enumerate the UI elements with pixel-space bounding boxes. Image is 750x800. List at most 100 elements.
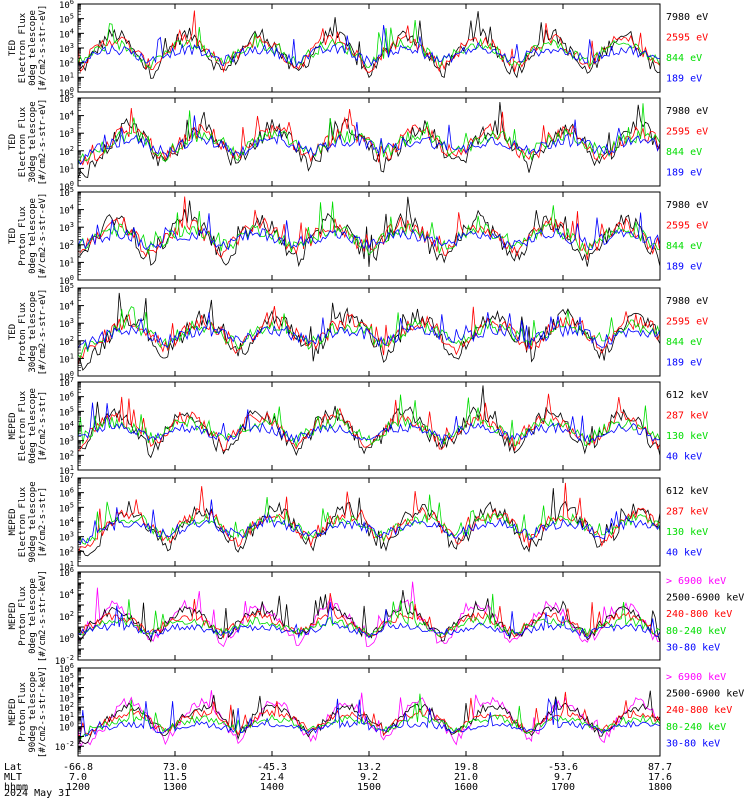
- legend-entry: 2595 eV: [666, 126, 708, 137]
- x-axis-annotations: Lat -66.8 73.0 -45.3 13.2 19.8 -53.6 87.7 MLT 7.0…: [4, 762, 672, 799]
- y-axis-label-line: 90deg telescope: [28, 671, 38, 752]
- y-axis-label-line: [#/cm2-s-str-eV]: [38, 5, 48, 92]
- y-axis-label-line: Electron Flux: [18, 12, 28, 83]
- legend-entry: 80-240 keV: [666, 722, 726, 733]
- y-tick-label: 101: [59, 162, 74, 175]
- y-tick-label: 102: [59, 701, 74, 714]
- y-tick-label: 102: [59, 610, 74, 623]
- y-tick-label: 105: [59, 501, 74, 514]
- legend-entry: 2595 eV: [666, 316, 708, 327]
- legend-entry: 844 eV: [666, 337, 702, 348]
- y-axis-label-line: MEPED: [8, 412, 18, 439]
- series-trace-6-1: [77, 488, 661, 557]
- x-tick-label: 73.0: [163, 762, 187, 773]
- y-tick-label: 105: [59, 186, 74, 199]
- x-tick-label: 7.0: [69, 772, 87, 783]
- legend-entry: 844 eV: [666, 53, 702, 64]
- series-trace-4-3: [77, 306, 661, 359]
- y-tick-label: 102: [59, 239, 74, 252]
- y-tick-label: 100: [59, 180, 74, 193]
- legend-entry: 240-800 keV: [666, 705, 732, 716]
- legend-entry: 612 keV: [666, 390, 708, 401]
- x-tick-label: 1500: [357, 782, 381, 793]
- series-trace-3-1: [77, 196, 661, 268]
- legend-entry: 130 keV: [666, 431, 708, 442]
- x-tick-label: 1400: [260, 782, 284, 793]
- legend-entry: 189 eV: [666, 73, 702, 84]
- legend-entry: 7980 eV: [666, 106, 708, 117]
- y-axis-label-line: [#/cm2-s-str-keV]: [38, 570, 48, 662]
- y-tick-label: 106: [59, 487, 74, 500]
- date-label: 2024 May 31: [4, 788, 70, 799]
- y-tick-label: 10-2: [55, 654, 74, 667]
- y-axis-label-line: [#/cm2-s-str-eV]: [38, 193, 48, 280]
- y-tick-label: 105: [59, 405, 74, 418]
- series-trace-4-4: [77, 312, 661, 351]
- y-tick-label: 104: [59, 110, 74, 123]
- y-tick-label: 104: [59, 300, 74, 313]
- legend-entry: 130 keV: [666, 527, 708, 538]
- y-tick-label: 107: [59, 376, 74, 389]
- y-tick-label: 102: [59, 57, 74, 70]
- panel-2: 100 101 102 103 104 105 TED Electron Flux 30deg …: [8, 92, 708, 193]
- series-trace-1-3: [77, 20, 661, 70]
- legend-entry: 287 keV: [666, 506, 708, 517]
- y-tick-label: 101: [59, 560, 74, 573]
- y-axis-label-line: 90deg telescope: [28, 481, 38, 562]
- y-axis-label-line: [#/cm2-s-str-keV]: [38, 666, 48, 758]
- y-axis-label-line: 0deg telescope: [28, 10, 38, 86]
- y-tick-label: 107: [59, 472, 74, 485]
- y-tick-label: 103: [59, 42, 74, 55]
- legend-entry: 287 keV: [666, 410, 708, 421]
- y-tick-label: 100: [59, 86, 74, 99]
- y-axis-label: MEPED Electron Flux 0deg telescope [#/cm2-s…: [8, 388, 48, 464]
- legend-entry: 40 keV: [666, 547, 702, 558]
- series-trace-5-2: [77, 393, 661, 452]
- series-trace-1-4: [77, 24, 660, 69]
- series-trace-8-5: [77, 697, 661, 739]
- legend-entry: > 6900 keV: [666, 576, 726, 587]
- legend-entry: 40 keV: [666, 451, 702, 462]
- x-row-label: hhmm: [4, 782, 28, 793]
- y-axis-label-line: [#/cm2-s-str-eV]: [38, 99, 48, 186]
- y-axis-label: MEPED Proton Flux 90deg telescope [#/cm2-s-…: [8, 666, 48, 758]
- series-trace-3-2: [77, 196, 661, 260]
- y-tick-label: 106: [59, 662, 74, 675]
- y-tick-label: 106: [59, 566, 74, 579]
- y-tick-label: 101: [59, 71, 74, 84]
- y-axis-label: TED Electron Flux 0deg telescope [#/cm2-s-s…: [8, 5, 48, 92]
- y-axis-label-line: Electron Flux: [18, 390, 28, 461]
- y-tick-label: 10-2: [55, 740, 74, 753]
- y-axis-label-line: [#/cm2-s-str-eV]: [38, 289, 48, 376]
- x-tick-label: 17.6: [648, 772, 672, 783]
- y-axis-label-line: [#/cm2-s-str]: [38, 391, 48, 461]
- y-axis-label-line: MEPED: [8, 698, 18, 725]
- series-trace-7-5: [77, 602, 661, 639]
- y-tick-label: 106: [59, 391, 74, 404]
- y-tick-label: 105: [59, 282, 74, 295]
- y-axis-label: TED Electron Flux 30deg telescope [#/cm2-s-…: [8, 99, 48, 186]
- x-tick-label: 9.2: [360, 772, 378, 783]
- y-tick-label: 100: [59, 274, 74, 287]
- y-axis-label-line: 30deg telescope: [28, 291, 38, 372]
- x-tick-label: 87.7: [648, 762, 672, 773]
- series-trace-4-2: [77, 306, 661, 366]
- y-tick-label: 103: [59, 221, 74, 234]
- panel-frame: [77, 3, 661, 93]
- y-axis-label-line: TED: [8, 134, 18, 150]
- y-tick-label: 100: [59, 370, 74, 383]
- legend-entry: 189 eV: [666, 261, 702, 272]
- x-tick-label: 1300: [163, 782, 187, 793]
- y-tick-label: 102: [59, 545, 74, 558]
- legend-entry: 7980 eV: [666, 200, 708, 211]
- x-tick-label: -66.8: [63, 762, 93, 773]
- y-axis-label-line: TED: [8, 324, 18, 340]
- series-trace-7-2: [77, 590, 661, 643]
- y-tick-label: 105: [59, 92, 74, 105]
- x-tick-label: -53.6: [548, 762, 578, 773]
- legend-entry: 2500-6900 keV: [666, 689, 744, 700]
- y-tick-label: 101: [59, 256, 74, 269]
